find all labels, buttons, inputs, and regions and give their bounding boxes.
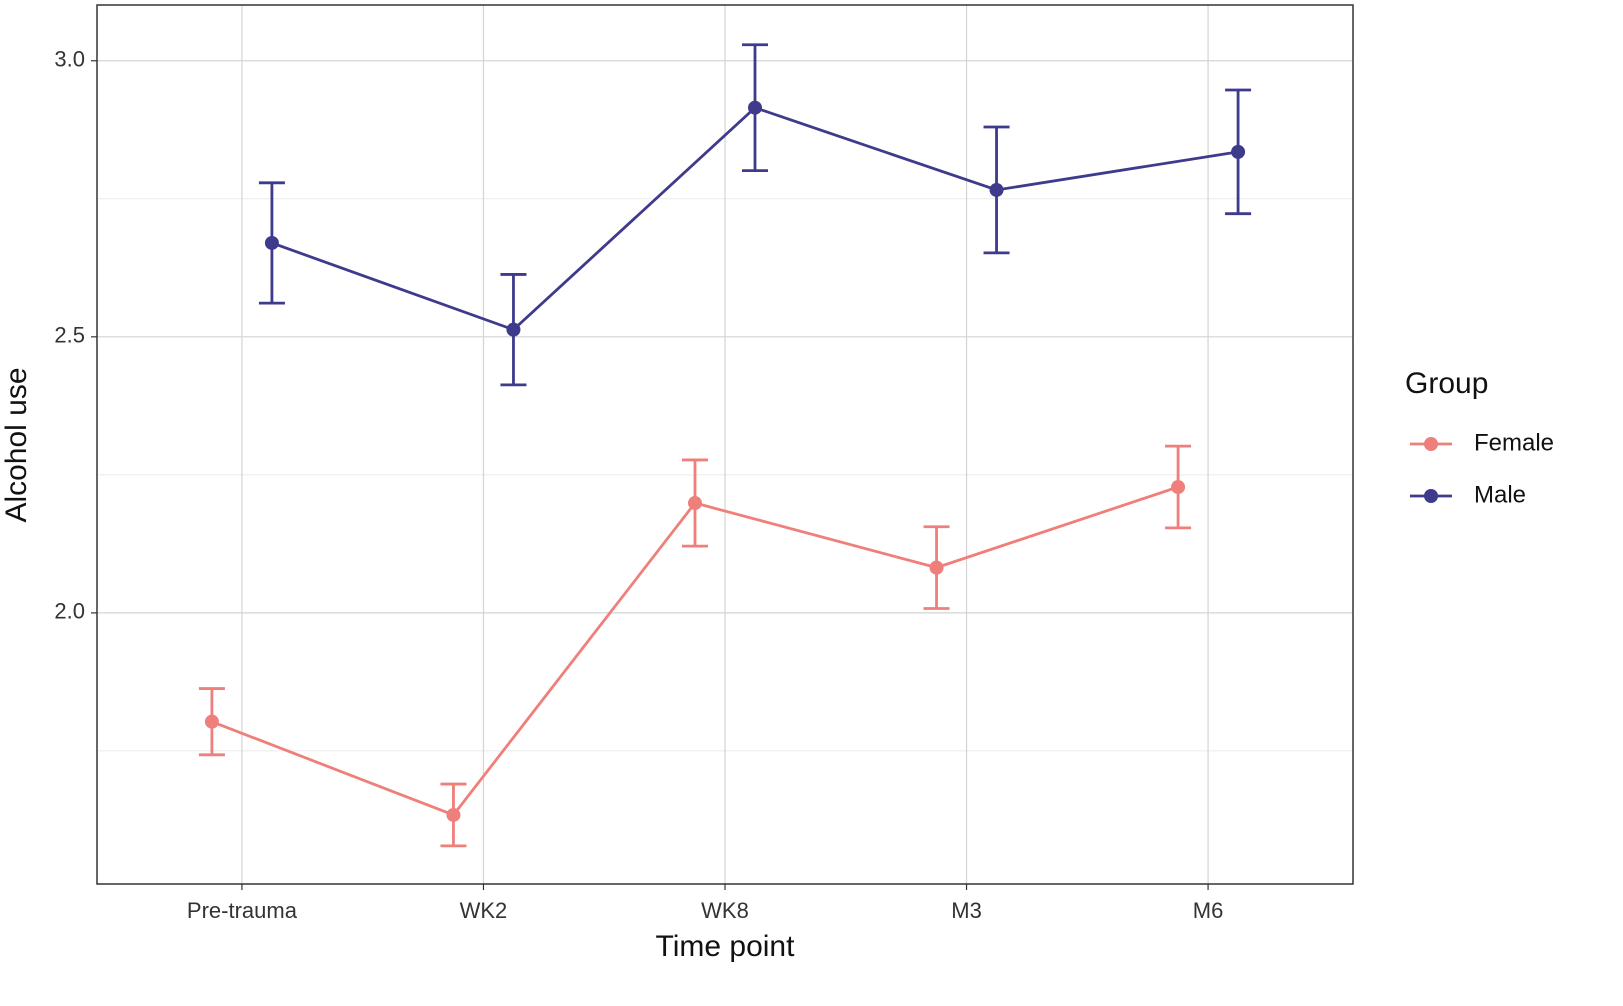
y-tick-label: 3.0	[54, 47, 85, 72]
x-tick-label: M6	[1193, 898, 1224, 923]
legend-key-point	[1424, 437, 1438, 451]
point	[446, 807, 461, 822]
legend-label: Female	[1474, 429, 1554, 456]
point	[1231, 144, 1246, 159]
legend-title: Group	[1405, 367, 1488, 400]
legend-label: Male	[1474, 481, 1526, 508]
y-axis-title: Alcohol use	[0, 367, 33, 522]
y-tick-label: 2.0	[54, 599, 85, 624]
y-tick-label: 2.5	[54, 323, 85, 348]
x-axis-title: Time point	[656, 930, 796, 963]
x-tick-label: Pre-trauma	[187, 898, 298, 923]
x-tick-label: M3	[951, 898, 982, 923]
plot-border	[96, 4, 1354, 885]
x-tick-label: WK2	[460, 898, 508, 923]
x-tick-label: WK8	[701, 898, 749, 923]
point	[748, 100, 762, 115]
point	[204, 714, 219, 729]
point	[688, 496, 702, 511]
point	[929, 560, 944, 575]
point	[1171, 480, 1186, 495]
legend-key-point	[1424, 489, 1438, 503]
point	[506, 322, 521, 337]
point	[989, 182, 1004, 197]
point	[264, 235, 279, 250]
